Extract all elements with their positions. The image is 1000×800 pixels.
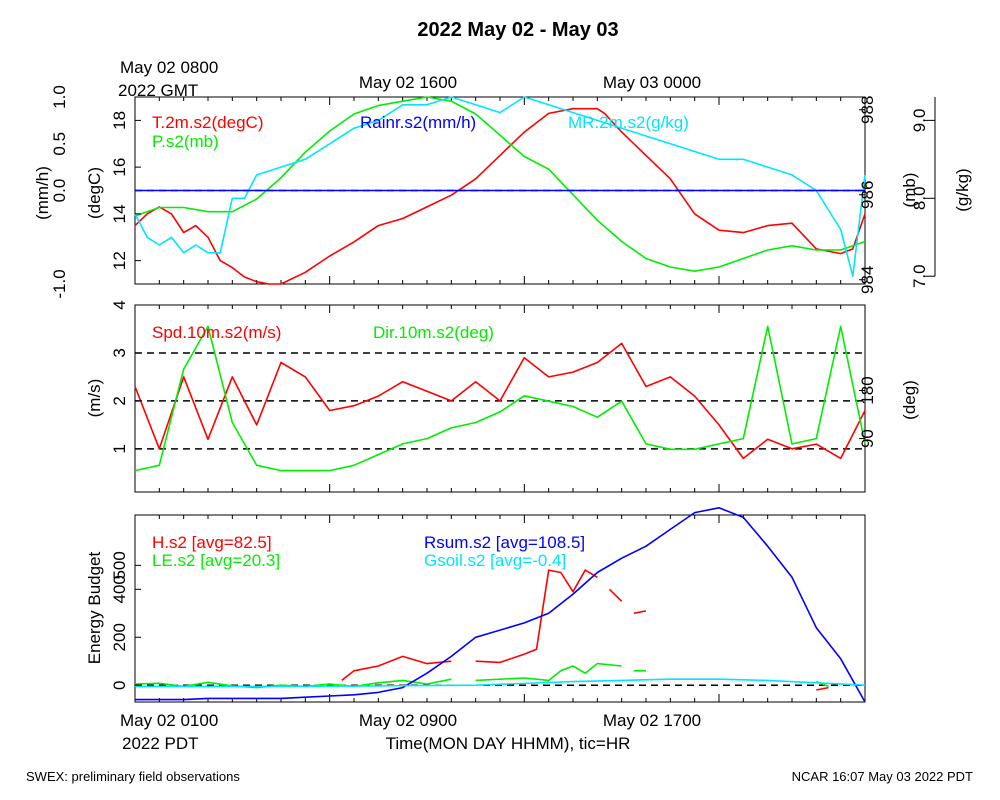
series-line-mr-2m-s2-g-kg: [134, 96, 866, 278]
legend-mixing-ratio: MR.2m.s2(g/kg): [568, 113, 689, 132]
bottom-left-axis-label: Energy Budget: [85, 551, 104, 664]
y-tick-label: 14: [110, 204, 129, 223]
y-tick-label: 3: [110, 348, 129, 357]
x-axis-title: Time(MON DAY HHMM), tic=HR: [386, 734, 631, 753]
legend-pressure: P.s2(mb): [152, 132, 219, 151]
reference-lines: [135, 189, 865, 686]
series-line-rsum-s2-avg-108-5: [135, 506, 866, 703]
y-tick-label: 9.0: [910, 109, 929, 133]
legend-wind-direction: Dir.10m.s2(deg): [373, 323, 494, 342]
y-tick-label: 8.0: [910, 186, 929, 210]
top-start-label-line2: 2022 GMT: [118, 81, 198, 100]
series-line-le-s2-avg-20-3: [475, 662, 622, 682]
y-tick-label: 984: [858, 266, 877, 294]
series-line-h-s2-avg-82-5: [475, 569, 598, 664]
bottom-time-label-0: May 02 0900: [359, 711, 457, 730]
time-ticks: [134, 97, 866, 702]
top-outer-right-axis-label: (g/kg): [953, 168, 972, 211]
y-tick-label: 200: [110, 623, 129, 651]
bottom-start-label-line1: May 02 0100: [120, 711, 218, 730]
series-line-spd-10m-s2-m-s: [134, 342, 866, 460]
series-line-dir-10m-s2-deg: [134, 325, 866, 472]
bottom-start-label-line2: 2022 PDT: [122, 734, 199, 753]
series-layer: [134, 96, 866, 703]
y-tick-label: 0: [110, 680, 129, 689]
y-tick-label: -1.0: [50, 269, 69, 298]
top-inner-right-axis-label: (mb): [900, 173, 919, 208]
y-tick-label: 16: [110, 158, 129, 177]
y-tick-label: 18: [110, 111, 129, 130]
legend-latent-heat: LE.s2 [avg=20.3]: [152, 551, 280, 570]
y-tick-label: 1: [110, 444, 129, 453]
top-time-label-0: May 02 1600: [359, 73, 457, 92]
y-axis-ticks: -1.00.00.51.0121416189849869887.08.09.01…: [50, 85, 936, 690]
series-line-h-s2-avg-82-5: [341, 655, 452, 682]
y-tick-label: 90: [858, 429, 877, 448]
y-tick-label: 986: [858, 181, 877, 209]
y-tick-label: 2: [110, 396, 129, 405]
middle-right-axis-label: (deg): [900, 380, 919, 420]
y-tick-label: 7.0: [910, 264, 929, 288]
top-start-label-line1: May 02 0800: [120, 58, 218, 77]
y-tick-label: 12: [110, 251, 129, 270]
y-tick-label: 988: [858, 96, 877, 124]
legend-rain-rate: Rainr.s2(mm/h): [360, 113, 476, 132]
legend-sensible-heat: H.s2 [avg=82.5]: [152, 533, 272, 552]
series-line-h-s2-avg-82-5: [608, 588, 623, 602]
middle-left-axis-label: (m/s): [85, 379, 104, 418]
y-tick-label: 400: [110, 575, 129, 603]
y-tick-label: 1.0: [50, 85, 69, 109]
series-line-gsoil-s2-avg-0-4: [135, 678, 866, 688]
y-tick-label: 0.0: [50, 179, 69, 203]
bottom-time-label-1: May 02 1700: [603, 711, 701, 730]
series-line-h-s2-avg-82-5: [633, 610, 647, 615]
y-tick-label: 0.5: [50, 132, 69, 156]
top-outer-left-axis-label: (mm/h): [33, 166, 52, 220]
footer-right: NCAR 16:07 May 03 2022 PDT: [792, 769, 973, 784]
y-tick-label: 180: [858, 376, 877, 404]
footer-left: SWEX: preliminary field observations: [26, 769, 240, 784]
legend-soil-heat: Gsoil.s2 [avg=-0.4]: [424, 551, 566, 570]
top-time-label-1: May 03 0000: [603, 73, 701, 92]
top-inner-left-axis-label: (degC): [85, 167, 104, 219]
y-tick-label: 500: [110, 551, 129, 579]
legend-temperature: T.2m.s2(degC): [152, 113, 263, 132]
series-line-t-2m-s2-degc: [134, 107, 866, 285]
chart-title: 2022 May 02 - May 03: [417, 19, 618, 41]
legend-wind-speed: Spd.10m.s2(m/s): [152, 323, 281, 342]
series-line-p-s2-mb: [134, 96, 866, 273]
y-tick-label: 4: [110, 300, 129, 309]
legend-net-radiation: Rsum.s2 [avg=108.5]: [424, 533, 585, 552]
series-line-h-s2-avg-82-5: [816, 686, 829, 691]
